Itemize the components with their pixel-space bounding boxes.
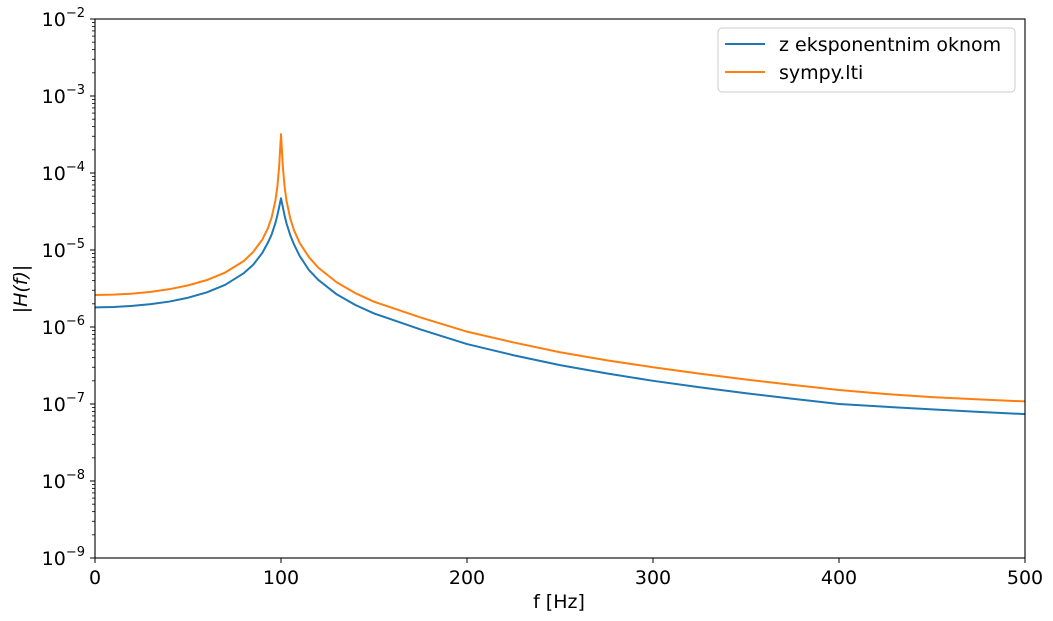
y-tick-label: 10−5 bbox=[42, 237, 85, 262]
y-tick-label: 10−6 bbox=[42, 314, 85, 339]
x-axis: 0 100 200 300 400 500 bbox=[89, 558, 1043, 589]
y-tick-label: 10−3 bbox=[42, 83, 85, 108]
x-tick-label: 300 bbox=[635, 567, 671, 589]
axes-frame bbox=[94, 18, 1026, 559]
y-tick-label: 10−8 bbox=[42, 468, 85, 493]
legend: z eksponentnim oknom sympy.lti bbox=[717, 27, 1016, 93]
y-tick-label: 10−9 bbox=[42, 545, 85, 570]
x-axis-label: f [Hz] bbox=[533, 591, 585, 613]
x-tick-label: 400 bbox=[821, 567, 857, 589]
y-axis-label: |H(f)| bbox=[10, 265, 32, 314]
data-lines bbox=[94, 133, 1026, 416]
series-line-0 bbox=[94, 197, 1026, 416]
y-tick-label: 10−2 bbox=[42, 6, 85, 31]
series-line-1 bbox=[94, 133, 1026, 403]
x-tick-label: 0 bbox=[89, 567, 101, 589]
legend-label-1: sympy.lti bbox=[779, 62, 863, 84]
x-tick-label: 500 bbox=[1007, 567, 1043, 589]
x-tick-label: 100 bbox=[263, 567, 299, 589]
legend-box bbox=[717, 27, 1016, 93]
legend-label-0: z eksponentnim oknom bbox=[779, 34, 1001, 56]
y-tick-label: 10−7 bbox=[42, 391, 85, 416]
x-tick-label: 200 bbox=[449, 567, 485, 589]
plot-area bbox=[94, 133, 1026, 416]
y-tick-label: 10−4 bbox=[42, 160, 85, 185]
y-axis: 10−2 10−3 10−4 10−5 10−6 10−7 10−8 10−9 bbox=[42, 6, 95, 570]
